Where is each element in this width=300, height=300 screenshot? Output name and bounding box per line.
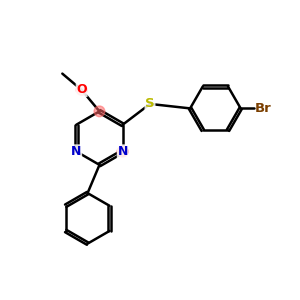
Text: N: N bbox=[71, 145, 82, 158]
Text: O: O bbox=[76, 83, 87, 97]
Circle shape bbox=[117, 146, 128, 157]
Circle shape bbox=[117, 146, 128, 157]
Text: N: N bbox=[118, 145, 128, 158]
Text: Br: Br bbox=[255, 102, 272, 115]
Text: S: S bbox=[145, 98, 155, 110]
Circle shape bbox=[76, 85, 87, 95]
Circle shape bbox=[94, 106, 105, 117]
